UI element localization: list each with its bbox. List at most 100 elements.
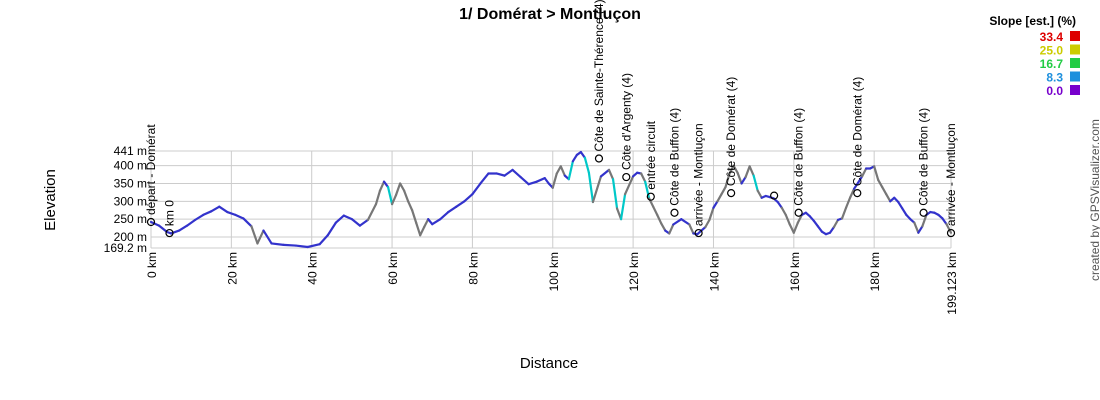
profile-segment xyxy=(495,172,506,177)
legend-swatch xyxy=(1070,58,1080,68)
profile-segment xyxy=(921,213,928,228)
profile-segment xyxy=(848,187,856,199)
waypoint-label: Côte de Sainte-Thérence (4) xyxy=(592,0,606,151)
x-tick-label: 120 km xyxy=(627,252,641,291)
profile-segment xyxy=(194,213,205,221)
profile-segment xyxy=(374,189,382,206)
profile-segment xyxy=(901,207,908,216)
credit-text: created by GPSVisualizer.com xyxy=(1088,119,1100,281)
profile-segment xyxy=(704,218,711,229)
waypoint-marker xyxy=(946,228,956,238)
profile-segment xyxy=(439,210,450,221)
y-tick-label: 200 m xyxy=(114,230,147,244)
waypoint-marker xyxy=(165,228,174,238)
profile-segment xyxy=(796,213,803,224)
profile-segment xyxy=(788,223,795,234)
waypoint-label: Côte de Buffon (4) xyxy=(667,108,681,206)
waypoint-label: arrivée - Montluçon xyxy=(692,123,706,226)
profile-segment xyxy=(419,225,426,237)
profile-segment xyxy=(571,153,578,163)
profile-segment xyxy=(411,209,418,224)
profile-segment xyxy=(250,225,259,245)
waypoint-marker xyxy=(670,208,679,217)
profile-segment xyxy=(306,243,321,249)
profile-segment xyxy=(186,218,197,227)
profile-segment xyxy=(877,178,884,189)
x-tick-label: 180 km xyxy=(868,252,882,291)
profile-segment xyxy=(599,168,611,178)
profile-segment xyxy=(945,223,953,234)
profile-segment xyxy=(619,193,627,221)
profile-segment xyxy=(178,224,189,232)
x-tick-label: 160 km xyxy=(788,252,802,291)
x-tick-label: 0 km xyxy=(145,252,159,278)
profile-segment xyxy=(607,168,615,181)
x-axis-title: Distance xyxy=(520,355,578,372)
profile-segment xyxy=(724,172,731,189)
x-tick-label: 100 km xyxy=(547,252,561,291)
profile-segment xyxy=(226,210,237,216)
waypoint-marker xyxy=(146,217,156,227)
profile-segment xyxy=(567,160,574,181)
y-tick-label: 350 m xyxy=(114,176,147,190)
legend-value: 25.0 xyxy=(1040,44,1064,58)
legend-value: 0.0 xyxy=(1046,84,1063,98)
x-tick-label: 140 km xyxy=(707,252,721,291)
waypoint-marker xyxy=(770,191,779,200)
profile-segment xyxy=(583,156,591,174)
profile-segment xyxy=(857,175,864,184)
legend-title: Slope [est.] (%) xyxy=(989,14,1076,28)
profile-segment xyxy=(579,150,587,159)
profile-segment xyxy=(752,174,759,192)
legend-value: 8.3 xyxy=(1046,71,1063,85)
profile-segment xyxy=(423,218,430,229)
profile-segment xyxy=(398,182,406,192)
profile-segment xyxy=(551,172,558,189)
profile-segment xyxy=(403,189,410,203)
profile-segment xyxy=(708,206,715,221)
profile-segment xyxy=(270,242,285,246)
profile-segment xyxy=(780,206,787,216)
profile-segment xyxy=(318,234,329,246)
grid xyxy=(150,150,952,249)
profile-segment xyxy=(378,180,386,192)
profile-segment xyxy=(611,178,619,210)
profile-segment xyxy=(644,180,651,200)
profile-segment xyxy=(828,225,836,234)
profile-segment xyxy=(873,165,880,182)
profile-segment xyxy=(149,220,161,227)
profile-segment xyxy=(861,167,868,178)
waypoint-label: Côte de Domérat (4) xyxy=(724,77,738,186)
profile-segment xyxy=(256,229,265,245)
profile-segment xyxy=(386,185,394,206)
profile-segment xyxy=(913,221,920,234)
profile-segment xyxy=(728,164,735,175)
waypoint-marker xyxy=(919,208,928,217)
profile-segment xyxy=(844,196,852,209)
profile-segment xyxy=(463,193,474,203)
waypoint-markers: départ - Domérat km 0 Côte de Sainte-Thére… xyxy=(144,0,958,238)
profile-segment xyxy=(660,222,667,232)
profile-segment xyxy=(744,165,751,179)
slope-legend: Slope [est.] (%) 33.425.016.78.30.0 xyxy=(989,14,1080,98)
profile-segment xyxy=(157,224,169,234)
profile-segment xyxy=(852,181,860,190)
profile-segment xyxy=(623,175,635,196)
x-tick-label: 80 km xyxy=(466,252,480,285)
waypoint-marker xyxy=(794,208,803,217)
profile-segment xyxy=(688,223,695,235)
waypoint-marker xyxy=(622,172,631,182)
profile-segment xyxy=(358,218,370,227)
profile-segment xyxy=(202,210,213,216)
chart-title: 1/ Domérat > Montluçon xyxy=(459,6,641,23)
profile-segment xyxy=(543,177,550,185)
waypoint-label: départ - Domérat xyxy=(144,124,158,215)
profile-segment xyxy=(519,175,530,186)
profile-segment xyxy=(394,182,402,196)
waypoint-label: Côte de Domérat (4) xyxy=(850,77,864,186)
waypoint-marker xyxy=(727,189,736,198)
profile-segment xyxy=(455,200,466,208)
profile-segment xyxy=(640,172,647,183)
profile-segment xyxy=(587,171,595,204)
